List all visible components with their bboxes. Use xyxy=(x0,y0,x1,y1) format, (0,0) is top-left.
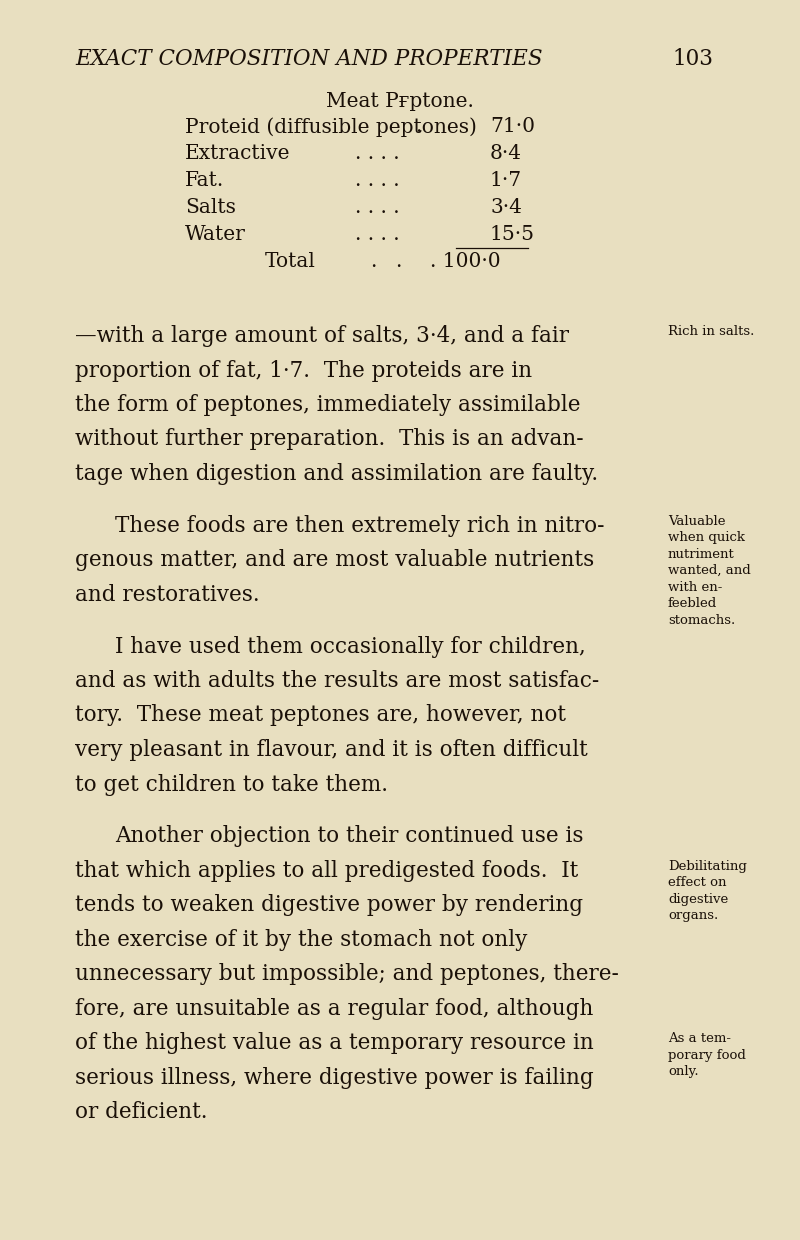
Text: Valuable
when quick
nutriment
wanted, and
with en-
feebled
stomachs.: Valuable when quick nutriment wanted, an… xyxy=(668,515,750,626)
Text: Meat Pғptone.: Meat Pғptone. xyxy=(326,92,474,112)
Text: the exercise of it by the stomach not only: the exercise of it by the stomach not on… xyxy=(75,929,527,951)
Text: 1·7: 1·7 xyxy=(490,171,522,190)
Text: 3·4: 3·4 xyxy=(490,198,522,217)
Text: Another objection to their continued use is: Another objection to their continued use… xyxy=(115,826,583,847)
Text: the form of peptones, immediately assimilable: the form of peptones, immediately assimi… xyxy=(75,394,581,415)
Text: Rich in salts.: Rich in salts. xyxy=(668,325,754,339)
Text: that which applies to all predigested foods.  It: that which applies to all predigested fo… xyxy=(75,859,578,882)
Text: . . . .: . . . . xyxy=(355,198,400,217)
Text: very pleasant in flavour, and it is often difficult: very pleasant in flavour, and it is ofte… xyxy=(75,739,588,761)
Text: or deficient.: or deficient. xyxy=(75,1101,207,1123)
Text: Fat.: Fat. xyxy=(185,171,224,190)
Text: and as with adults the results are most satisfac-: and as with adults the results are most … xyxy=(75,670,599,692)
Text: of the highest value as a temporary resource in: of the highest value as a temporary reso… xyxy=(75,1032,594,1054)
Text: —with a large amount of salts, 3·4, and a fair: —with a large amount of salts, 3·4, and … xyxy=(75,325,569,347)
Text: 103: 103 xyxy=(672,48,713,69)
Text: .: . xyxy=(395,252,402,272)
Text: Extractive: Extractive xyxy=(185,144,290,162)
Text: to get children to take them.: to get children to take them. xyxy=(75,774,388,796)
Text: .: . xyxy=(370,252,376,272)
Text: .: . xyxy=(415,117,422,136)
Text: Proteid (diffusible peptones): Proteid (diffusible peptones) xyxy=(185,117,477,136)
Text: 71·0: 71·0 xyxy=(490,117,535,136)
Text: Water: Water xyxy=(185,224,246,244)
Text: proportion of fat, 1·7.  The proteids are in: proportion of fat, 1·7. The proteids are… xyxy=(75,360,532,382)
Text: tends to weaken digestive power by rendering: tends to weaken digestive power by rende… xyxy=(75,894,583,916)
Text: Debilitating
effect on
digestive
organs.: Debilitating effect on digestive organs. xyxy=(668,859,747,923)
Text: genous matter, and are most valuable nutrients: genous matter, and are most valuable nut… xyxy=(75,549,594,572)
Text: serious illness, where digestive power is failing: serious illness, where digestive power i… xyxy=(75,1066,594,1089)
Text: 8·4: 8·4 xyxy=(490,144,522,162)
Text: unnecessary but impossible; and peptones, there-: unnecessary but impossible; and peptones… xyxy=(75,963,619,986)
Text: As a tem-
porary food
only.: As a tem- porary food only. xyxy=(668,1032,746,1079)
Text: EXACT COMPOSITION AND PROPERTIES: EXACT COMPOSITION AND PROPERTIES xyxy=(75,48,542,69)
Text: fore, are unsuitable as a regular food, although: fore, are unsuitable as a regular food, … xyxy=(75,998,594,1019)
Text: Total: Total xyxy=(265,252,316,272)
Text: . . . .: . . . . xyxy=(355,144,400,162)
Text: tage when digestion and assimilation are faulty.: tage when digestion and assimilation are… xyxy=(75,463,598,485)
Text: . . . .: . . . . xyxy=(355,171,400,190)
Text: . 100·0: . 100·0 xyxy=(430,252,501,272)
Text: These foods are then extremely rich in nitro-: These foods are then extremely rich in n… xyxy=(115,515,605,537)
Text: . . . .: . . . . xyxy=(355,224,400,244)
Text: tory.  These meat peptones are, however, not: tory. These meat peptones are, however, … xyxy=(75,704,566,727)
Text: 15·5: 15·5 xyxy=(490,224,535,244)
Text: I have used them occasionally for children,: I have used them occasionally for childr… xyxy=(115,635,586,657)
Text: and restoratives.: and restoratives. xyxy=(75,584,260,606)
Text: Salts: Salts xyxy=(185,198,236,217)
Text: without further preparation.  This is an advan-: without further preparation. This is an … xyxy=(75,429,584,450)
